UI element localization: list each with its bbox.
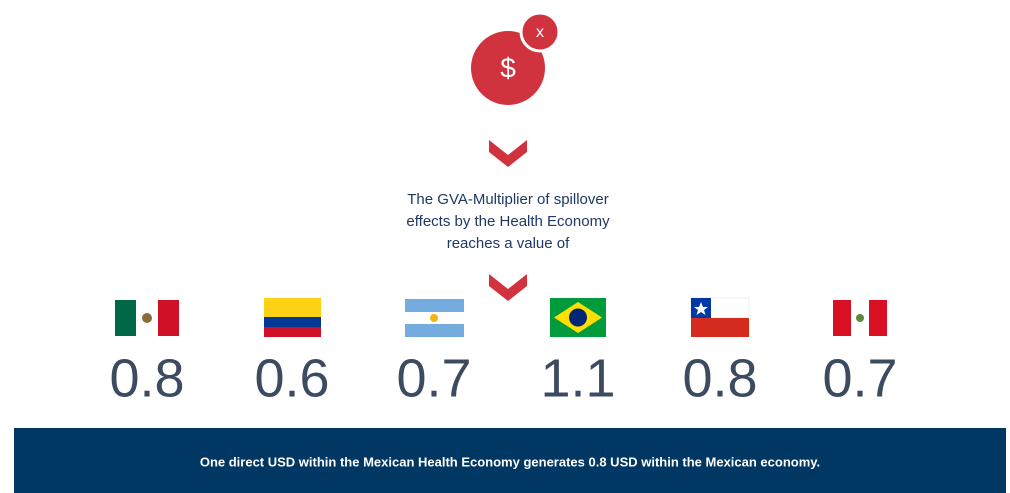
dollar-icon (471, 31, 545, 105)
chevron (489, 274, 527, 301)
dollar-symbol: $ (500, 52, 516, 83)
description-line: reaches a value of (447, 235, 570, 252)
multiplier-value: 0.8 (682, 348, 757, 408)
flag-mexico (115, 300, 179, 336)
flag-colombia (264, 298, 321, 337)
badge (519, 11, 561, 53)
multiplier-value: 0.8 (109, 348, 184, 408)
description-line: effects by the Health Economy (406, 213, 610, 230)
flag-chile (690, 297, 750, 337)
multiplier-value: 0.6 (254, 348, 329, 408)
multiplier-value: 1.1 (540, 348, 615, 408)
flag-brazil (550, 298, 606, 337)
footer-text: One direct USD within the Mexican Health… (200, 454, 820, 469)
multiplier-value: 0.7 (396, 348, 471, 408)
flag-argentina (405, 299, 464, 337)
multiplier-value: 0.7 (822, 348, 897, 408)
badge-text: x (536, 24, 544, 41)
chevron (489, 140, 527, 167)
description-line: The GVA-Multiplier of spillover (407, 191, 608, 208)
footer-banner (14, 428, 1006, 493)
flag-peru (833, 300, 887, 336)
